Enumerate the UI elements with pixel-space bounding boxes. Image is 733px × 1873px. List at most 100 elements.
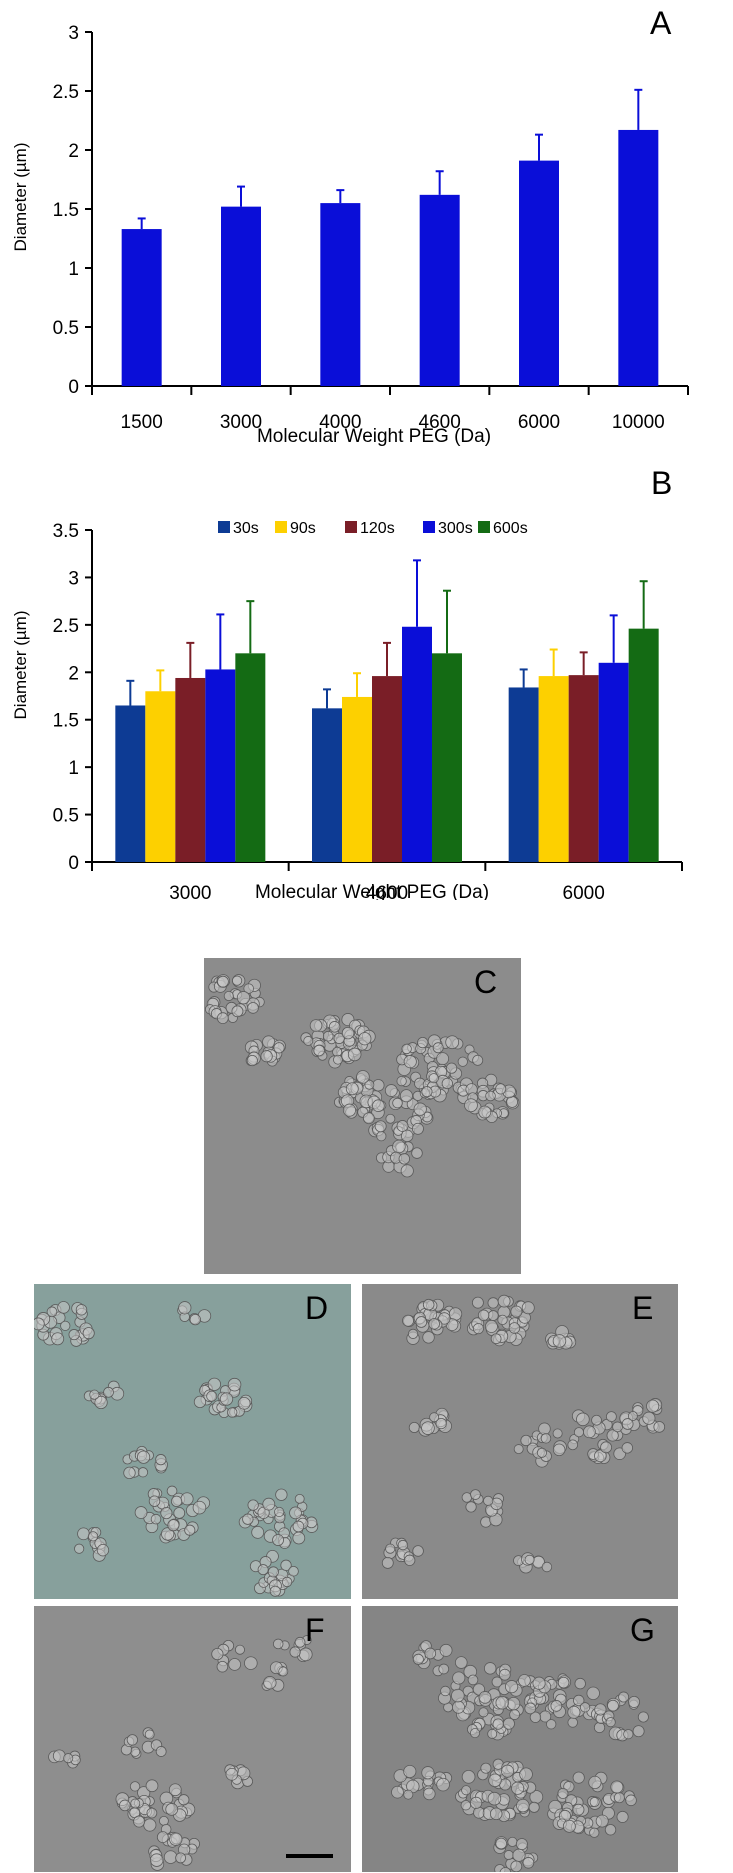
micrograph-f: F: [34, 1606, 351, 1872]
micrograph-g: G: [362, 1606, 678, 1872]
cell: [193, 1395, 207, 1408]
cell: [413, 1102, 427, 1116]
cell: [231, 1005, 244, 1018]
cell: [503, 1850, 514, 1861]
chart-b-category-label: 4600: [366, 883, 408, 900]
cell: [219, 1392, 234, 1406]
cell: [167, 1519, 180, 1532]
cell: [567, 1439, 579, 1451]
cell: [342, 1103, 356, 1117]
cell: [606, 1429, 619, 1442]
cell: [280, 1559, 292, 1571]
cell: [173, 1507, 186, 1519]
cell: [244, 1656, 258, 1670]
chart-b-bar-120s: [175, 677, 206, 862]
cell: [467, 1674, 479, 1686]
cell: [385, 1113, 396, 1124]
cell: [260, 1050, 273, 1063]
cell: [574, 1677, 586, 1690]
cell: [572, 1771, 585, 1784]
chart-a-bar: [121, 229, 162, 386]
chart-b-bar-300s: [205, 669, 236, 862]
cell: [610, 1780, 624, 1794]
cell: [398, 1153, 410, 1165]
cell: [495, 1083, 507, 1095]
chart-b-ytick-label: 2: [68, 663, 79, 684]
cell: [471, 1296, 484, 1309]
cell: [227, 1377, 242, 1392]
cell: [362, 1112, 375, 1125]
cell: [217, 975, 229, 988]
cell: [347, 1047, 362, 1062]
cell: [497, 1314, 508, 1326]
chart-a-ytick-label: 1: [68, 259, 79, 280]
cell: [502, 1717, 515, 1730]
cell: [515, 1838, 528, 1851]
cell: [399, 1089, 413, 1103]
cell: [470, 1489, 481, 1500]
cell: [292, 1531, 306, 1545]
cell: [155, 1746, 167, 1757]
cell: [511, 1781, 525, 1795]
cell: [512, 1848, 526, 1862]
cell: [358, 1032, 372, 1046]
cell: [403, 1764, 417, 1779]
cell: [130, 1798, 141, 1809]
cell: [567, 1705, 581, 1719]
cell: [478, 1691, 492, 1704]
panel-label-d: D: [305, 1290, 329, 1326]
cell: [616, 1810, 629, 1823]
cell: [646, 1399, 660, 1413]
cell: [423, 1787, 436, 1801]
chart-a-xlabel: Molecular Weight PEG (Da): [257, 426, 491, 447]
cell: [546, 1719, 557, 1730]
cell: [521, 1301, 535, 1315]
chart-b-xlabel: Molecular Weight PEG (Da): [255, 882, 489, 900]
cell: [464, 1098, 478, 1113]
cell: [322, 1030, 334, 1042]
cell: [289, 1506, 302, 1520]
cell: [313, 1044, 325, 1057]
panel-label-c: C: [474, 964, 498, 1000]
cell: [165, 1803, 179, 1816]
cell: [507, 1836, 518, 1847]
chart-a-ytick-label: 3: [68, 23, 79, 44]
cell: [403, 1055, 417, 1069]
cell: [407, 1328, 419, 1339]
cell: [216, 1660, 229, 1673]
cell: [490, 1333, 502, 1345]
cell: [483, 1662, 497, 1675]
cell: [480, 1762, 492, 1774]
cell: [163, 1850, 178, 1864]
cell: [372, 1099, 385, 1112]
cell: [589, 1827, 600, 1838]
cell: [632, 1725, 645, 1738]
cell: [57, 1301, 70, 1314]
cell: [341, 1026, 355, 1040]
chart-b-bar-300s: [598, 662, 629, 862]
chart-a-ytick-label: 0.5: [53, 318, 79, 339]
chart-b-bar-90s: [145, 691, 176, 862]
cell: [137, 1467, 149, 1478]
cell: [372, 1079, 385, 1092]
cell: [572, 1803, 585, 1816]
cell: [333, 1032, 345, 1044]
cell: [612, 1421, 623, 1433]
panel-label-b: B: [651, 465, 672, 501]
chart-a-category-label: 10000: [612, 412, 665, 433]
cell: [538, 1422, 551, 1435]
cell: [524, 1554, 535, 1565]
cell: [432, 1042, 444, 1054]
cell: [451, 1688, 465, 1703]
cell: [246, 1054, 258, 1067]
cell: [562, 1819, 576, 1833]
cell: [428, 1318, 440, 1330]
cell: [133, 1815, 146, 1828]
cell: [408, 1421, 420, 1433]
cell: [144, 1729, 155, 1740]
cell: [294, 1636, 306, 1648]
chart-a-category-label: 1500: [121, 412, 163, 433]
cell: [52, 1749, 66, 1763]
cell: [155, 1454, 167, 1466]
cell: [428, 1073, 439, 1084]
